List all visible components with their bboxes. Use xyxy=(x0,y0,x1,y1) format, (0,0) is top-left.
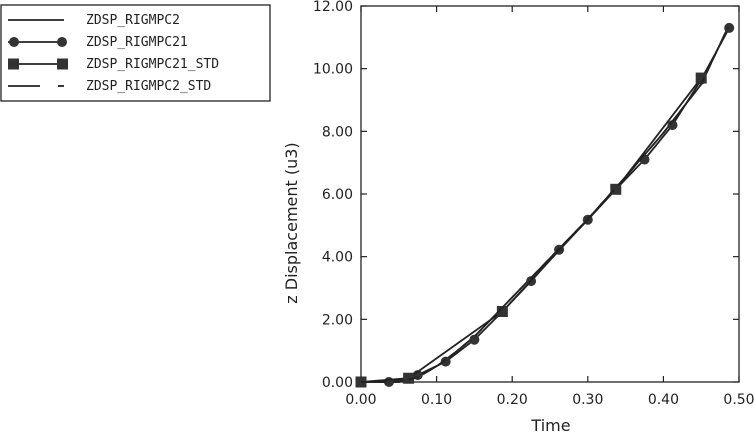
legend-label: ZDSP_RIGMPC21_STD xyxy=(86,57,219,72)
y-tick-label: 6.00 xyxy=(322,187,353,203)
y-tick-label: 12.00 xyxy=(313,0,353,15)
y-tick-label: 0.00 xyxy=(322,375,353,391)
y-tick-label: 8.00 xyxy=(322,124,353,140)
legend-label: ZDSP_RIGMPC2 xyxy=(86,13,180,28)
legend-label: ZDSP_RIGMPC2_STD xyxy=(86,79,211,94)
data-point-square xyxy=(610,183,622,195)
plot-frame xyxy=(360,5,740,383)
legend-marker-circle xyxy=(57,37,67,47)
y-tick-label: 2.00 xyxy=(322,312,353,328)
series-line-3 xyxy=(360,77,702,383)
data-point-square xyxy=(403,372,415,384)
data-point-circle xyxy=(469,334,480,345)
legend: ZDSP_RIGMPC2 ZDSP_RIGMPC21 ZDSP_RIGMPC21_S… xyxy=(8,13,219,94)
series-line-2 xyxy=(361,27,730,383)
legend-marker-square xyxy=(57,58,68,70)
legend-box xyxy=(0,4,271,102)
y-tick-label: 10.00 xyxy=(313,62,353,78)
data-point-circle xyxy=(667,120,678,131)
y-tick-label: 4.00 xyxy=(322,250,353,266)
data-point-square xyxy=(496,306,508,317)
x-tick-label: 0.10 xyxy=(421,392,452,408)
x-axis-title: Time xyxy=(530,416,570,435)
axis-ticks: 0.00 0.10 0.20 0.30 0.40 0.50 0.00 2.00 4.00 6.00… xyxy=(313,0,754,408)
series-layer xyxy=(355,22,735,388)
legend-marker-square xyxy=(8,58,19,70)
data-point-circle xyxy=(440,356,451,367)
x-tick-label: 0.40 xyxy=(648,392,679,408)
x-tick-label: 0.50 xyxy=(723,392,754,408)
x-tick-label: 0.30 xyxy=(572,392,603,408)
legend-marker-circle xyxy=(9,37,19,47)
series-line-1 xyxy=(361,27,729,383)
data-point-circle xyxy=(724,22,735,33)
series-line-4 xyxy=(361,27,729,383)
data-point-square xyxy=(695,72,707,84)
x-tick-label: 0.00 xyxy=(345,392,376,408)
legend-label: ZDSP_RIGMPC21 xyxy=(86,35,188,50)
y-axis-title: z Displacement (u3) xyxy=(282,142,301,303)
x-tick-label: 0.20 xyxy=(497,392,528,408)
